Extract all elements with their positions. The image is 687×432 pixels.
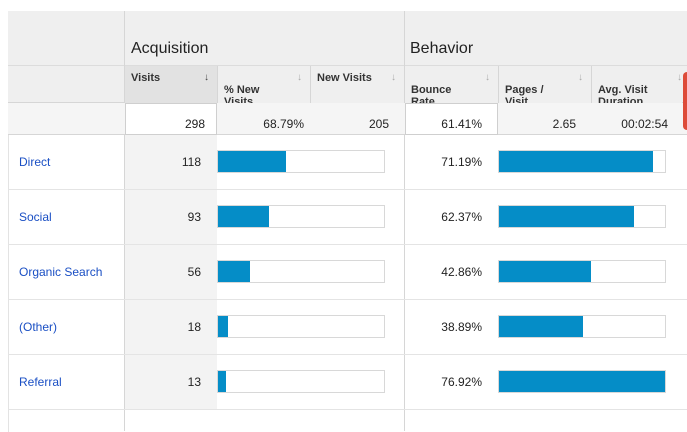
total-new-visits: 205 [368,117,389,131]
bounce-rate-bar-fill [499,371,665,392]
table-row [8,245,687,300]
total-visits-cell [125,103,217,135]
new-visits-bar [217,370,385,393]
row-label-link[interactable]: Referral [19,375,62,389]
group-behavior: Behavior [410,40,474,57]
new-visits-bar [217,150,385,173]
column-divider [498,66,499,103]
new-visits-bar [217,260,385,283]
row-label-link[interactable]: Direct [19,155,51,169]
row-bounce-rate: 71.19% [441,155,482,169]
column-pages-visit[interactable]: Pages / Visit ↓ [499,66,591,108]
column-divider [217,66,218,103]
new-visits-bar [217,205,385,228]
row-bounce-rate: 62.37% [441,210,482,224]
row-bounce-rate: 42.86% [441,265,482,279]
total-visits: 298 [184,117,205,131]
column-pages-visit-label: Pages / Visit [505,84,544,108]
total-avg-visit-duration: 00:02:54 [621,117,668,131]
sort-arrow-icon: ↓ [485,72,490,83]
sort-arrow-icon: ↓ [578,72,583,83]
column-divider [310,66,311,103]
table-row [8,355,687,410]
table-row [8,190,687,245]
column-divider [124,11,125,431]
new-visits-bar-fill [218,206,270,227]
column-new-visits-label: New Visits [317,72,372,84]
bounce-rate-bar-fill [499,206,634,227]
group-header-row [8,11,687,66]
sort-arrow-icon: ↓ [297,72,302,83]
new-visits-bar-fill [218,151,287,172]
column-visits[interactable]: Visits ↓ [125,66,217,103]
row-label-link[interactable]: (Other) [19,320,58,334]
total-bounce-rate-cell [405,103,498,135]
row-visits: 56 [187,265,201,279]
row-bounce-rate: 38.89% [441,320,482,334]
total-pct-new-visits: 68.79% [263,117,304,131]
table-row [8,300,687,355]
column-bounce-rate[interactable]: Bounce Rate ↓ [405,66,498,108]
bounce-rate-bar [498,260,666,283]
bounce-rate-bar-fill [499,151,653,172]
row-visits: 13 [187,375,201,389]
row-label-link[interactable]: Organic Search [19,265,103,279]
visits-cell [125,355,217,409]
new-visits-bar-fill [218,261,250,282]
group-acquisition: Acquisition [131,40,209,57]
table-row [8,135,687,190]
visits-cell [125,135,217,189]
sort-arrow-icon: ↓ [391,72,396,83]
column-avg-visit-duration[interactable]: Avg. Visit Duration ↓ [592,66,682,108]
visits-cell [125,245,217,299]
column-visits-label: Visits [131,72,161,84]
visits-cell [125,190,217,244]
visits-cell [125,300,217,354]
bounce-rate-bar [498,205,666,228]
column-pct-new-visits-label: % New Visits [224,84,260,108]
bounce-rate-bar-fill [499,316,583,337]
bounce-rate-bar [498,150,666,173]
row-visits: 18 [187,320,201,334]
sort-arrow-icon: ↓ [677,72,682,83]
total-bounce-rate: 61.41% [441,117,482,131]
feedback-tab[interactable] [683,72,687,130]
column-pct-new-visits[interactable]: % New Visits ↓ [218,66,310,108]
column-divider [591,66,592,103]
total-pages-visit: 2.65 [552,117,576,131]
new-visits-bar [217,315,385,338]
arrow-down-icon: ↓ [204,72,209,83]
new-visits-bar-fill [218,371,227,392]
totals-row [8,103,687,135]
bounce-rate-bar [498,315,666,338]
column-divider [404,11,405,431]
row-visits: 118 [181,155,201,169]
row-visits: 93 [187,210,201,224]
row-bounce-rate: 76.92% [441,375,482,389]
row-label-link[interactable]: Social [19,210,52,224]
new-visits-bar-fill [218,316,228,337]
bounce-rate-bar [498,370,666,393]
bounce-rate-bar-fill [499,261,592,282]
column-new-visits[interactable]: New Visits ↓ [311,66,404,103]
